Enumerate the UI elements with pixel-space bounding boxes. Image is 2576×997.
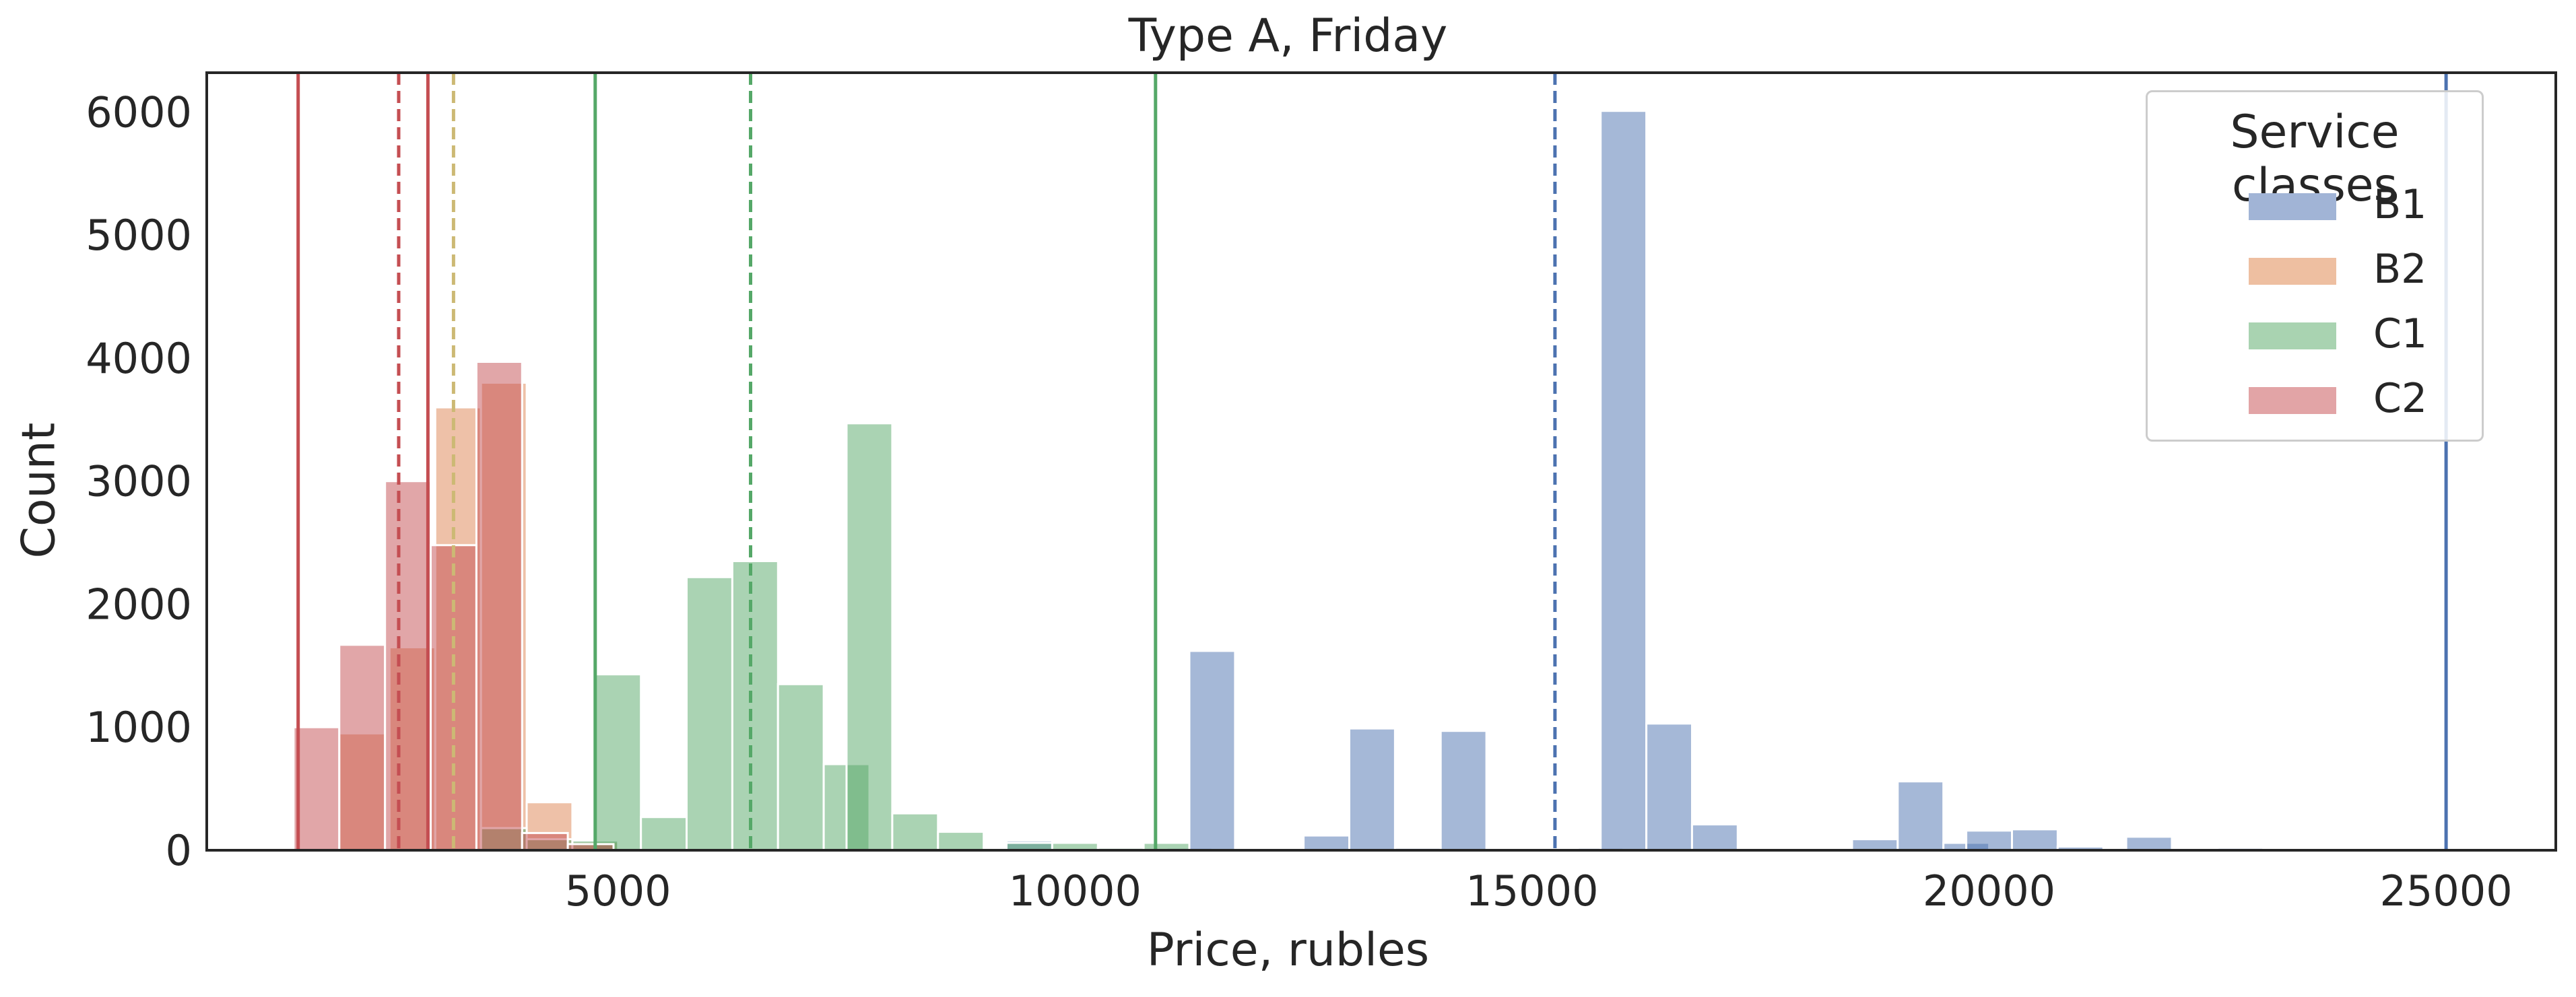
bar-c1-9: [845, 422, 894, 852]
bar-b1-17: [1965, 829, 2014, 852]
bar-c1-10: [891, 812, 939, 852]
bar-b1-15: [1896, 780, 1945, 852]
reference-lines-layer: [296, 73, 2448, 850]
y-axis-label: Count: [12, 422, 66, 559]
x-tick-label-0: 5000: [565, 866, 671, 916]
bar-c2-1: [338, 644, 387, 852]
bar-b1-13: [1690, 823, 1739, 852]
x-tick-label-2: 15000: [1465, 866, 1598, 916]
bar-c1-3: [594, 673, 642, 852]
legend: Service classes B1 B2 C1 C2: [2146, 90, 2484, 442]
tick-labels-layer: 5000 10000 15000 20000 25000 0 1000 2000 3000 400…: [86, 88, 2513, 916]
bar-b1-9: [1439, 730, 1488, 852]
bar-b1-7: [1348, 727, 1396, 852]
bar-b1-12: [1645, 722, 1694, 852]
bar-c2-0: [292, 726, 341, 852]
x-tick-label-3: 20000: [1923, 866, 2055, 916]
y-tick-label-3: 3000: [86, 457, 192, 506]
bar-c1-4: [640, 816, 688, 852]
bar-b1-11: [1599, 110, 1648, 852]
legend-item-b2: B2: [2249, 246, 2478, 293]
bar-c1-6: [731, 560, 779, 852]
legend-item-c2: C2: [2249, 375, 2478, 422]
plot-frame: [205, 71, 2557, 852]
bar-c2-2: [384, 480, 432, 852]
legend-swatch-c2: [2249, 387, 2336, 414]
legend-label-b1: B1: [2373, 181, 2427, 228]
legend-item-b1: B1: [2249, 181, 2478, 228]
bar-c2-5: [521, 831, 569, 852]
bar-b1-6: [1302, 834, 1350, 852]
bar-b1-5: [1188, 650, 1236, 852]
legend-label-c2: C2: [2373, 375, 2428, 422]
legend-label-b2: B2: [2373, 246, 2427, 293]
y-tick-label-0: 0: [166, 826, 192, 875]
legend-swatch-b1: [2249, 193, 2336, 220]
bar-c1-5: [686, 576, 733, 852]
bar-b1-20: [2125, 835, 2173, 852]
y-tick-label-4: 4000: [86, 334, 192, 383]
x-axis-label: Price, rubles: [1146, 924, 1430, 977]
legend-swatch-c1: [2249, 322, 2336, 349]
legend-label-c1: C1: [2373, 310, 2428, 357]
axes-layer: [205, 71, 2557, 852]
y-tick-label-2: 2000: [86, 580, 192, 629]
legend-swatch-b2: [2249, 258, 2336, 285]
bar-c1-11: [937, 831, 985, 852]
x-tick-label-1: 10000: [1009, 866, 1142, 916]
bars-layer: [292, 110, 2265, 852]
chart-title: Type A, Friday: [1128, 9, 1448, 63]
bar-c1-7: [777, 683, 825, 852]
legend-item-c1: C1: [2249, 310, 2478, 357]
x-tick-label-4: 25000: [2379, 866, 2512, 916]
bar-b1-18: [2011, 828, 2059, 852]
y-tick-label-5: 5000: [86, 211, 192, 260]
bar-c2-4: [475, 361, 523, 852]
y-tick-label-1: 1000: [86, 703, 192, 752]
bar-b1-14: [1851, 838, 1899, 852]
y-tick-label-6: 6000: [86, 88, 192, 137]
